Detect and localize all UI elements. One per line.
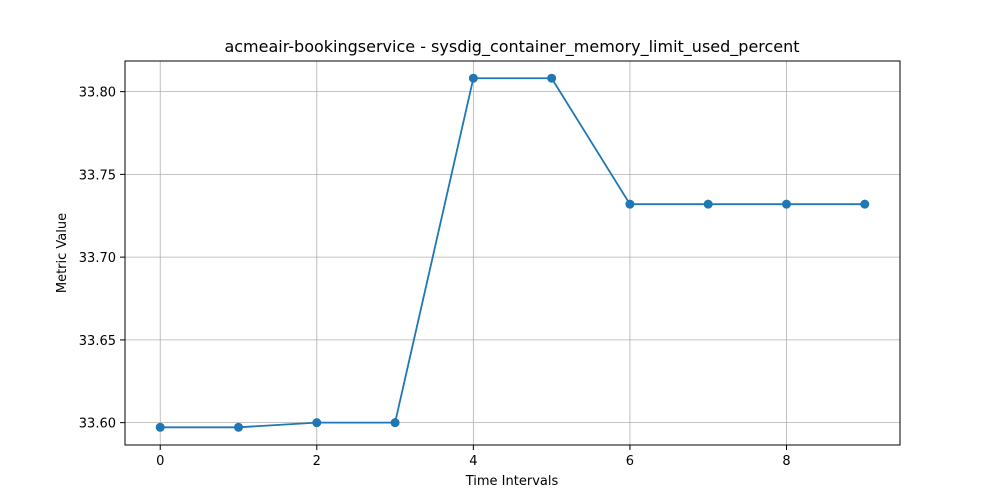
data-point [234,422,244,432]
data-point [547,73,557,83]
y-tick-label: 33.75 [79,168,116,183]
grid-layer [125,61,900,445]
data-point [703,199,713,209]
x-tick-label: 4 [469,454,477,469]
y-tick-label: 33.70 [79,251,116,266]
x-tick-label: 0 [156,454,164,469]
data-layer [155,73,870,432]
x-tick-label: 8 [782,454,790,469]
y-tick-label: 33.65 [79,334,116,349]
data-point [312,418,322,428]
data-point [860,199,870,209]
data-point [155,422,165,432]
x-tick-label: 6 [626,454,634,469]
y-axis-label: Metric Value [55,213,70,293]
y-tick-label: 33.80 [79,86,116,101]
data-point [390,418,400,428]
tick-layer: 0 2 4 6 8 33.60 33.65 33.70 33.75 33.80 [79,86,791,469]
data-point [625,199,635,209]
data-point [468,73,478,83]
plot-frame [124,60,901,446]
series-line [160,77,865,429]
x-tick-label: 2 [313,454,321,469]
chart-title: acmeair-bookingservice - sysdig_containe… [224,37,799,57]
y-tick-label: 33.60 [79,417,116,432]
data-point [781,199,791,209]
x-axis-label: Time Intervals [465,474,559,489]
